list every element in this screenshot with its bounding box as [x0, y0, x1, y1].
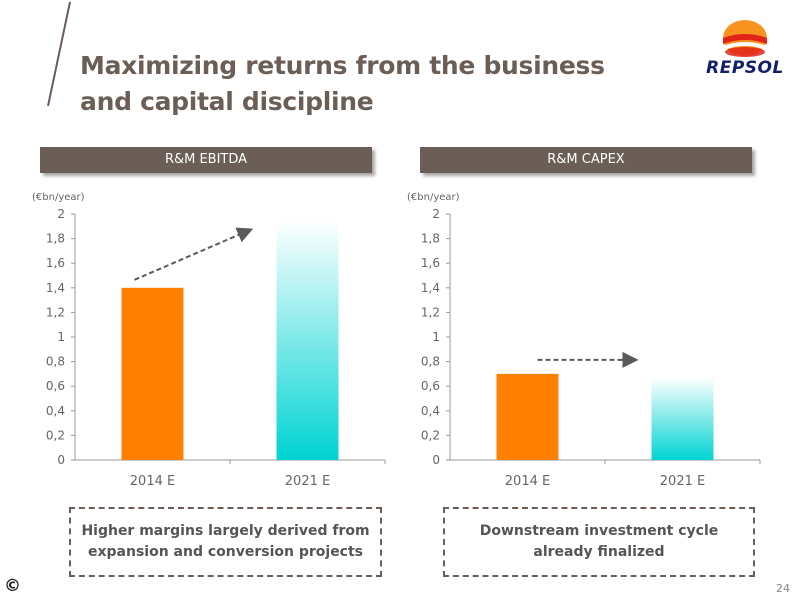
y-tick-label: 1,4: [421, 281, 440, 295]
decorative-slash: [47, 1, 71, 107]
y-tick-label: 0: [57, 453, 65, 467]
y-tick-label: 1: [57, 330, 65, 344]
bar-2021-e: [651, 377, 714, 460]
x-tick-label: 2021 E: [660, 474, 705, 489]
y-tick-label: 0,2: [46, 428, 65, 442]
bar-2014-e: [496, 373, 559, 460]
y-tick-label: 1,2: [421, 305, 440, 319]
y-tick-label: 0,8: [46, 355, 65, 369]
y-tick-label: 1,8: [421, 232, 440, 246]
bar-2021-e: [276, 220, 339, 460]
repsol-logo: REPSOL: [700, 10, 790, 80]
trend-arrow: [134, 227, 254, 281]
capex-banner: R&M CAPEX: [420, 147, 752, 173]
repsol-wordmark: REPSOL: [706, 58, 784, 78]
y-tick-label: 0,6: [421, 379, 440, 393]
y-tick-label: 0,4: [421, 404, 440, 418]
bar-2014-e: [121, 287, 184, 460]
y-tick-label: 2: [432, 207, 440, 221]
x-tick-label: 2014 E: [130, 474, 175, 489]
capex-chart: (€bn/year) 0 0,2 0,4 0,6 0,8 1 1,2 1,4 1,6 1,8 2 201…: [407, 192, 761, 489]
page-number: 24: [776, 582, 790, 595]
x-tick-label: 2021 E: [285, 474, 330, 489]
ebitda-note: Higher margins largely derived from expa…: [69, 507, 382, 577]
y-tick-label: 1,8: [46, 232, 65, 246]
y-tick-label: 1,2: [46, 305, 65, 319]
y-tick-label: 0,2: [421, 428, 440, 442]
ebitda-banner: R&M EBITDA: [40, 147, 372, 173]
y-tick-label: 2: [57, 207, 65, 221]
y-tick-label: 1,4: [46, 281, 65, 295]
unit-label: (€bn/year): [32, 192, 85, 203]
y-tick-label: 0,8: [421, 355, 440, 369]
unit-label: (€bn/year): [407, 192, 460, 203]
y-tick-label: 1,6: [421, 256, 440, 270]
capex-note: Downstream investment cycle already fina…: [443, 507, 755, 577]
y-tick-label: 1: [432, 330, 440, 344]
x-tick-label: 2014 E: [505, 474, 550, 489]
copyright-symbol: ©: [4, 576, 21, 596]
page-title: Maximizing returns from the business and…: [80, 51, 605, 116]
ebitda-chart: (€bn/year) 0 0,2 0,4 0,6 0,8 1 1,2 1,4 1,6 1,8 2 201…: [32, 192, 386, 489]
y-tick-label: 0,4: [46, 404, 65, 418]
y-tick-label: 1,6: [46, 256, 65, 270]
y-tick-label: 0: [432, 453, 440, 467]
repsol-logo-icon: [723, 20, 767, 57]
y-tick-label: 0,6: [46, 379, 65, 393]
